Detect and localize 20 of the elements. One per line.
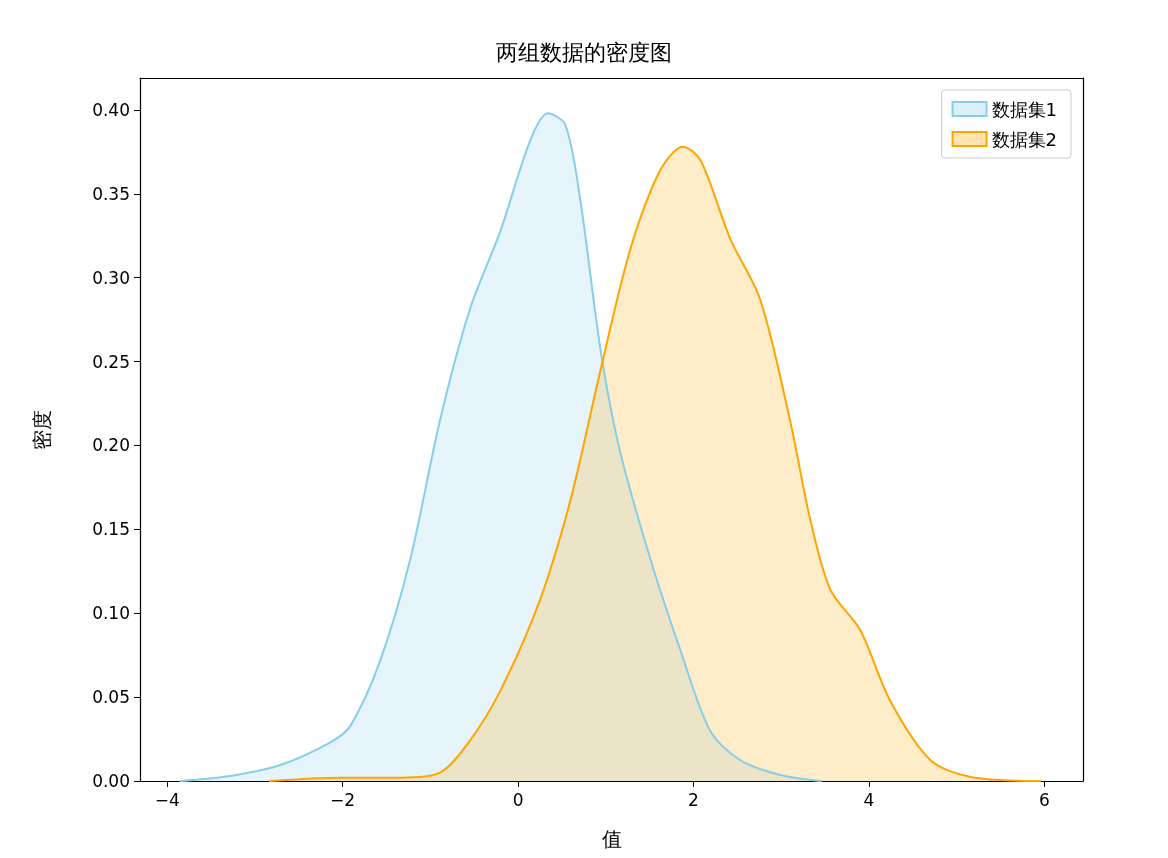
x-tick-label: −2 [330, 789, 356, 810]
legend-label: 数据集2 [991, 128, 1057, 150]
y-tick-label: 0.35 [92, 183, 130, 204]
x-tick-label: 4 [863, 789, 875, 810]
x-axis-title: 值 [601, 827, 622, 851]
y-tick-label: 0.20 [92, 435, 130, 456]
chart-title: 两组数据的密度图 [496, 39, 672, 65]
y-tick-label: 0.10 [92, 603, 130, 624]
x-tick-label: 2 [688, 789, 699, 810]
y-tick-label: 0.30 [92, 267, 130, 288]
x-tick-label: 6 [1038, 789, 1050, 810]
y-tick-label: 0.05 [92, 687, 130, 708]
y-axis-title: 密度 [30, 409, 54, 450]
y-tick-label: 0.25 [92, 351, 130, 372]
legend-label: 数据集1 [991, 98, 1057, 120]
y-tick-label: 0.40 [92, 99, 130, 120]
y-tick-label: 0.15 [92, 519, 130, 540]
y-tick-label: 0.00 [92, 771, 130, 791]
x-tick-label: −4 [154, 789, 180, 810]
x-tick-label: 0 [512, 789, 524, 810]
